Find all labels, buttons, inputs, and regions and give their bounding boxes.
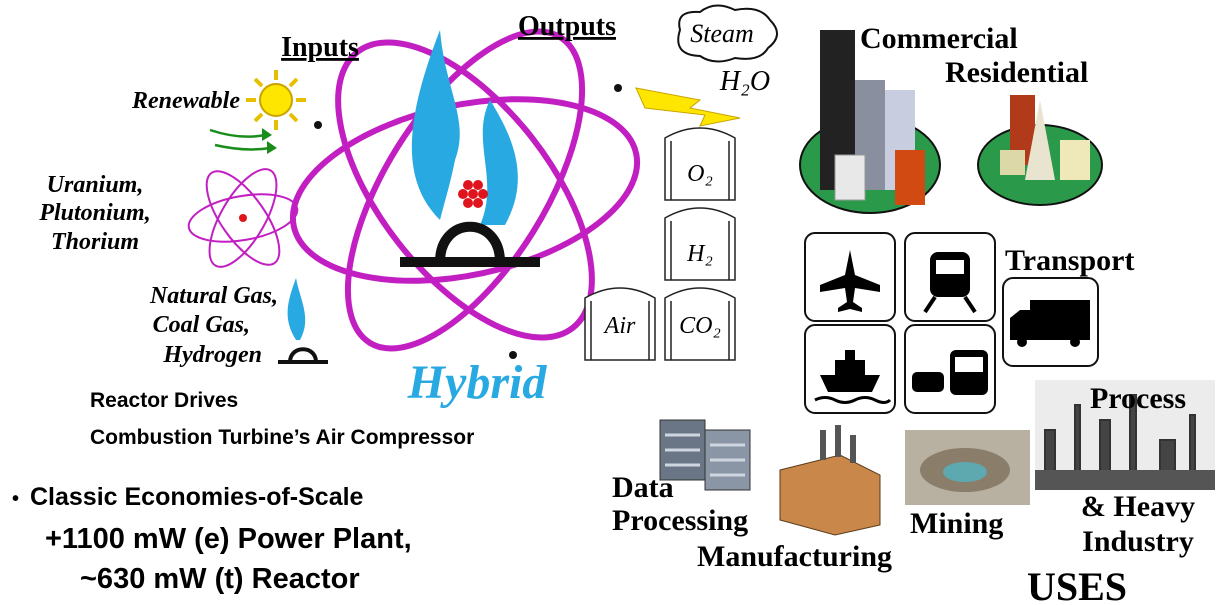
mining-label: Mining [910,507,1003,540]
data-processing-line: Processing [612,504,748,537]
bullet-text: Classic Economies-of-Scale [30,483,364,511]
fossil-line: Coal Gas, [153,312,250,338]
mine-photo [905,430,1030,505]
steam-label: Steam [690,19,754,48]
gas-flame [278,278,328,362]
renewable-label: Renewable [131,88,240,114]
tank-label: CO₂ [679,313,721,339]
bullet-line: ~630 mW (t) Reactor [80,563,360,595]
hybrid-diagram: Inputs Outputs Renewable Uranium, Pluton… [0,0,1225,605]
fossil-line: Natural Gas, [149,283,278,309]
note-line: Reactor Drives [90,389,238,412]
nuclear-line: Uranium, [47,172,144,198]
inputs-heading: Inputs [281,32,359,63]
tank-label: O₂ [687,161,713,187]
nuclear-line: Thorium [51,229,139,255]
uses-footer: USES [1027,564,1127,605]
small-atom [185,159,301,276]
residential-buildings [978,95,1102,205]
fossil-line: Hydrogen [162,342,262,368]
industry-line: Process [1090,382,1186,415]
note-line: Combustion Turbine’s Air Compressor [90,426,474,449]
tank-label: Air [603,313,636,339]
water-label: H₂O [719,66,770,97]
industry-line: & Heavy [1081,490,1195,523]
hybrid-label: Hybrid [407,356,548,409]
residential-label: Residential [945,56,1088,89]
manufacturing-label: Manufacturing [697,540,892,573]
bullet-marker: • [12,488,19,510]
factory [780,425,880,535]
tank-label: H₂ [686,241,713,267]
commercial-buildings [800,30,940,213]
outputs-heading: Outputs [518,11,616,42]
commercial-label: Commercial [860,22,1018,55]
data-processing-line: Data [612,471,674,504]
transport-label: Transport [1005,244,1134,277]
industry-line: Industry [1082,525,1194,558]
bullet-line: +1100 mW (e) Power Plant, [45,523,412,555]
nuclear-line: Plutonium, [38,200,150,226]
